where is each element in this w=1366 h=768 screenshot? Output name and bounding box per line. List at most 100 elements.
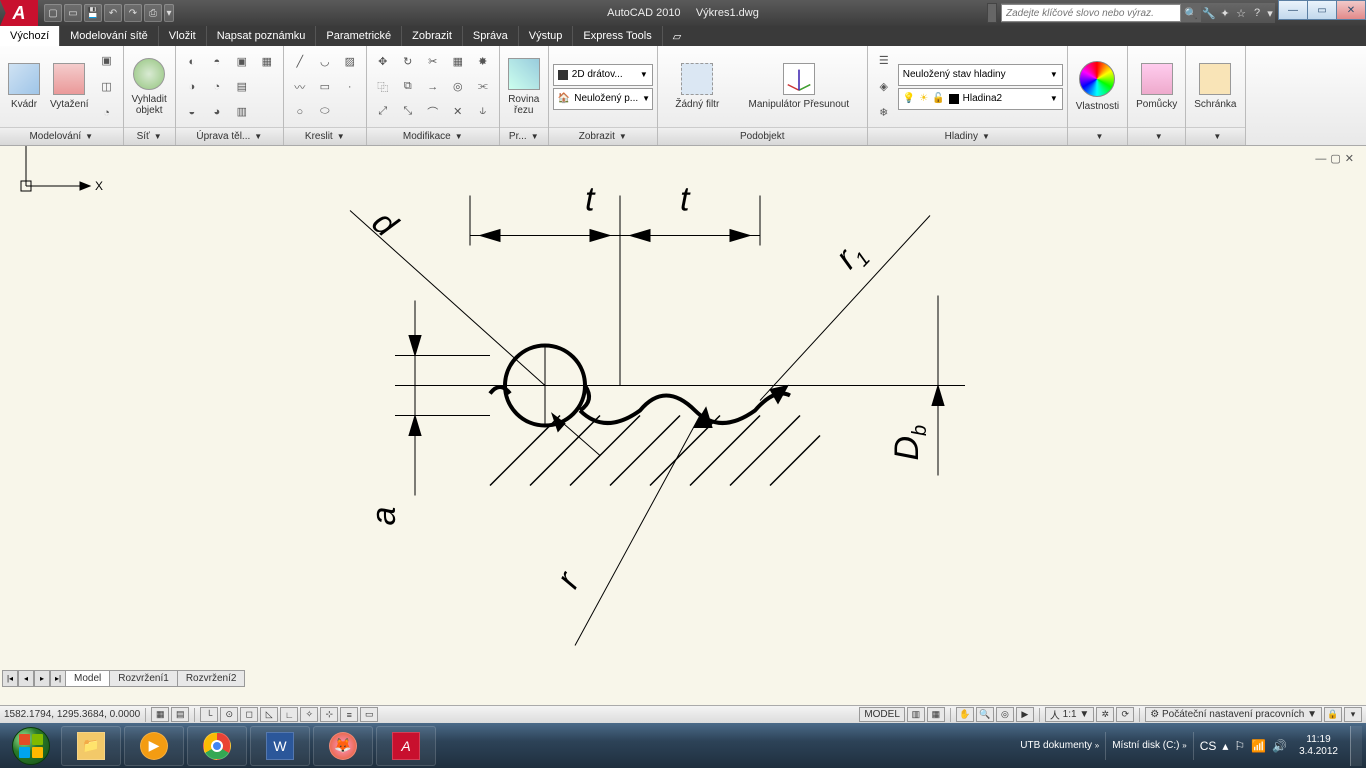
help-icon[interactable]: ? [1249, 4, 1265, 22]
panel-dd-icon[interactable]: ▼ [982, 132, 990, 141]
tool-icon[interactable]: ▣ [230, 50, 254, 74]
taskbar-chrome[interactable] [187, 726, 247, 766]
tool-icon[interactable]: ◔ [205, 75, 229, 99]
tool-icon[interactable]: ◒ [180, 100, 204, 124]
pomucky-button[interactable]: Pomůcky [1132, 49, 1181, 125]
app-logo-icon[interactable]: A [0, 0, 38, 26]
hatch-icon[interactable]: ▨ [338, 50, 362, 74]
tool-icon[interactable]: ◓ [205, 50, 229, 74]
qp-icon[interactable]: ▭ [360, 707, 378, 722]
kvadr-button[interactable]: Kvádr [4, 49, 44, 125]
ellipse-icon[interactable]: ⬭ [313, 100, 337, 124]
qat-undo-icon[interactable]: ↶ [104, 4, 122, 22]
qat-redo-icon[interactable]: ↷ [124, 4, 142, 22]
tray-lang[interactable]: CS [1200, 739, 1217, 753]
layer-freeze-icon[interactable]: ❄ [872, 101, 896, 125]
manipulator-button[interactable]: Manipulátor Přesunout [745, 49, 854, 125]
anno-vis-icon[interactable]: ✲ [1096, 707, 1114, 722]
fillet-icon[interactable]: ⌒ [421, 100, 445, 124]
layer-combo[interactable]: 💡 ☀ 🔓 Hladina2 ▼ [898, 88, 1063, 110]
infocenter-toggle-icon[interactable] [987, 3, 997, 23]
array-icon[interactable]: ▦ [446, 50, 470, 74]
ducs-icon[interactable]: ✧ [300, 707, 318, 722]
showmotion-icon[interactable]: ▶ [1016, 707, 1034, 722]
mirror-icon[interactable]: ⧉ [396, 75, 420, 99]
qat-print-icon[interactable]: ⎙ [144, 4, 162, 22]
layer-prop-icon[interactable]: ☰ [872, 49, 896, 73]
taskbar-autocad[interactable]: A [376, 726, 436, 766]
erase-icon[interactable]: ✕ [446, 100, 470, 124]
tab-last-icon[interactable]: ▸| [50, 670, 66, 687]
panel-dd-icon[interactable]: ▼ [455, 132, 463, 141]
dyn-icon[interactable]: ⊹ [320, 707, 338, 722]
tool-icon[interactable]: ▦ [255, 50, 279, 74]
key-icon[interactable]: 🔧 [1201, 4, 1217, 22]
minimize-button[interactable]: — [1278, 0, 1308, 20]
tray-volume-icon[interactable]: 🔊 [1272, 739, 1287, 753]
tool-icon[interactable]: ◕ [205, 100, 229, 124]
panel-dd-icon[interactable]: ▼ [85, 132, 93, 141]
tab-express-tools[interactable]: Express Tools [573, 26, 662, 46]
schranka-button[interactable]: Schránka [1190, 49, 1240, 125]
join-icon[interactable]: ⫘ [471, 75, 495, 99]
vyhladit-button[interactable]: Vyhladit objekt [128, 49, 171, 125]
qat-dropdown-icon[interactable]: ▾ [164, 4, 174, 22]
tab-napsat-poznamku[interactable]: Napsat poznámku [207, 26, 317, 46]
otrack-icon[interactable]: ∟ [280, 707, 298, 722]
qat-new-icon[interactable]: ▢ [44, 4, 62, 22]
zoom-icon[interactable]: 🔍 [976, 707, 994, 722]
subscription-icon[interactable]: ✦ [1217, 4, 1233, 22]
tab-prev-icon[interactable]: ◂ [18, 670, 34, 687]
tab-modelovani-site[interactable]: Modelování sítě [60, 26, 159, 46]
circle-icon[interactable]: ○ [288, 100, 312, 124]
panel-dd-icon[interactable]: ▼ [1095, 132, 1103, 141]
ortho-icon[interactable]: └ [200, 707, 218, 722]
tab-zobrazit[interactable]: Zobrazit [402, 26, 463, 46]
annotation-scale[interactable]: 人 1:1 ▼ [1045, 707, 1094, 722]
tab-vychozi[interactable]: Výchozí [0, 26, 60, 46]
panel-dd-icon[interactable]: ▼ [254, 132, 262, 141]
osnap-icon[interactable]: ◻ [240, 707, 258, 722]
solid-union-icon[interactable]: ◔ [95, 101, 119, 125]
stretch-icon[interactable]: ⤢ [371, 100, 395, 124]
model-space-button[interactable]: MODEL [859, 707, 905, 722]
point-icon[interactable]: · [338, 75, 362, 99]
tray-expand-icon[interactable]: ▴ [1222, 739, 1228, 753]
scale-icon[interactable]: ⤡ [396, 100, 420, 124]
tab-layout2[interactable]: Rozvržení2 [177, 670, 246, 687]
visual-style-combo[interactable]: 2D drátov...▼ [553, 64, 653, 86]
lock-ui-icon[interactable]: 🔒 [1324, 707, 1342, 722]
rotate-icon[interactable]: ↻ [396, 50, 420, 74]
taskbar-explorer[interactable]: 📁 [61, 726, 121, 766]
zadny-filter-button[interactable]: Žádný filtr [671, 49, 723, 125]
line-icon[interactable]: ╱ [288, 50, 312, 74]
pline-icon[interactable]: 〰 [288, 75, 312, 99]
tray-flag-icon[interactable]: ⚐ [1234, 739, 1245, 753]
rovina-rezu-button[interactable]: Rovina řezu [504, 49, 544, 125]
copy-icon[interactable]: ⿻ [371, 75, 395, 99]
show-desktop-button[interactable] [1350, 726, 1362, 766]
quickview-layouts-icon[interactable]: ▥ [907, 707, 925, 722]
polar-icon[interactable]: ⊙ [220, 707, 238, 722]
tab-first-icon[interactable]: |◂ [2, 670, 18, 687]
drawing-canvas[interactable]: —▢✕ [0, 146, 1366, 705]
taskbar-firefox[interactable]: 🦊 [313, 726, 373, 766]
polysolid-icon[interactable]: ▣ [95, 49, 119, 73]
vytazeni-button[interactable]: Vytažení [46, 49, 93, 125]
taskbar-mediaplayer[interactable]: ▶ [124, 726, 184, 766]
tab-layout1[interactable]: Rozvržení1 [109, 670, 178, 687]
tab-sprava[interactable]: Správa [463, 26, 519, 46]
tab-parametricke[interactable]: Parametrické [316, 26, 402, 46]
taskbar-word[interactable]: W [250, 726, 310, 766]
qat-save-icon[interactable]: 💾 [84, 4, 102, 22]
break-icon[interactable]: ⫝ [471, 100, 495, 124]
tray-folder-utb[interactable]: UTB dokumenty » [1020, 740, 1099, 751]
layer-state-combo[interactable]: Neuložený stav hladiny▼ [898, 64, 1063, 86]
tool-icon[interactable]: ◐ [180, 50, 204, 74]
favorites-icon[interactable]: ☆ [1233, 4, 1249, 22]
offset-icon[interactable]: ◎ [446, 75, 470, 99]
lwt-icon[interactable]: ≡ [340, 707, 358, 722]
panel-dd-icon[interactable]: ▼ [619, 132, 627, 141]
statusbar-menu-icon[interactable]: ▾ [1344, 707, 1362, 722]
help-dd-icon[interactable]: ▾ [1265, 4, 1275, 22]
